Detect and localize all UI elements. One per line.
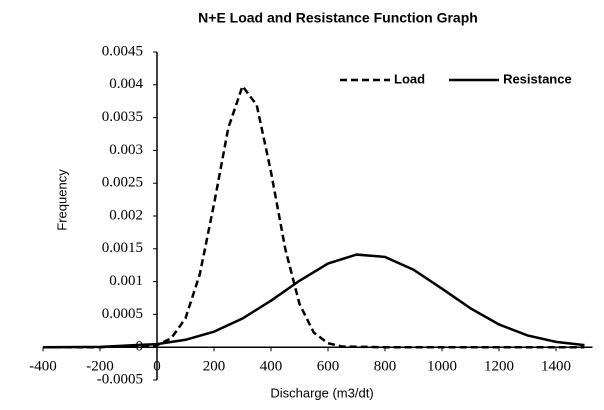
line-series xyxy=(43,83,585,349)
x-tick-label: 1200 xyxy=(484,359,514,375)
x-tick-label: 0 xyxy=(153,359,161,375)
y-tick-label: 0.004 xyxy=(109,76,143,92)
x-tick-label: 1000 xyxy=(427,359,457,375)
y-axis-label: Frequency xyxy=(54,169,69,231)
x-tick-label: 200 xyxy=(203,359,226,375)
x-tick-label: 1400 xyxy=(541,359,571,375)
y-tick-label: 0.003 xyxy=(109,142,143,158)
y-tick-label: 0.0015 xyxy=(102,240,143,256)
chart-title: N+E Load and Resistance Function Graph xyxy=(198,10,478,26)
x-tick-label: -400 xyxy=(29,359,57,375)
y-tick-label: 0.002 xyxy=(109,207,143,223)
line-series xyxy=(42,253,585,349)
y-tick-label: 0.0035 xyxy=(102,109,143,125)
y-tick-label: -0.0005 xyxy=(97,371,143,387)
y-tick-label: 0.001 xyxy=(109,273,143,289)
legend-label: Resistance xyxy=(503,71,572,86)
y-tick-label: 0.0045 xyxy=(102,43,143,59)
y-tick-label: 0.0005 xyxy=(102,306,143,322)
x-axis-label: Discharge (m3/dt) xyxy=(270,385,373,400)
y-tick-label: 0.0025 xyxy=(102,175,143,191)
x-tick-label: 400 xyxy=(260,359,283,375)
legend-label: Load xyxy=(394,71,425,86)
y-tick-label: 0 xyxy=(136,339,144,355)
x-tick-label: 600 xyxy=(317,359,340,375)
x-tick-label: 800 xyxy=(374,359,397,375)
x-tick-label: -200 xyxy=(86,359,114,375)
